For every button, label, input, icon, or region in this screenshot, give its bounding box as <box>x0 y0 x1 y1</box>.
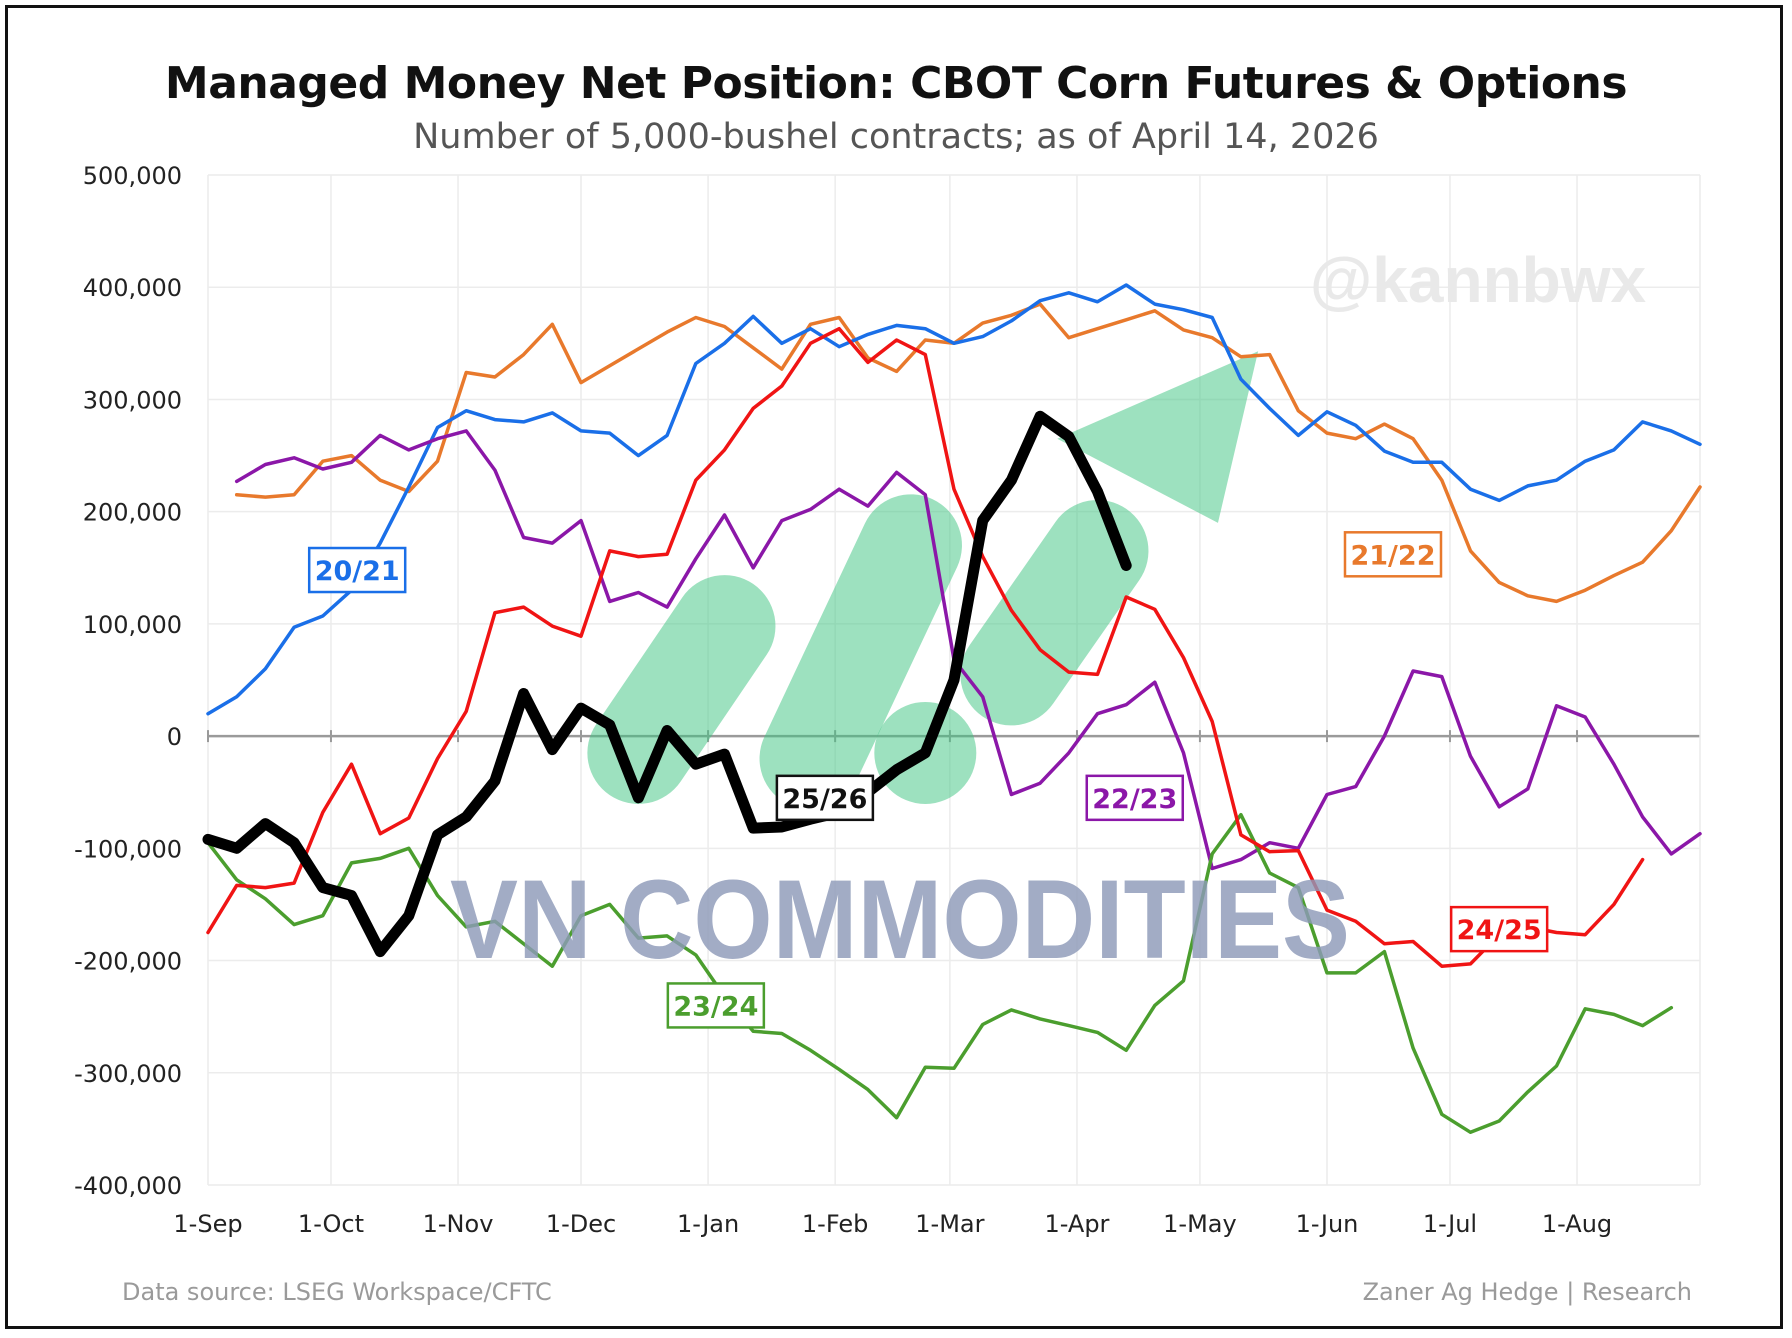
arrow-head <box>1057 351 1259 523</box>
x-tick-label: 1-Nov <box>423 1210 494 1238</box>
arrow-stroke <box>587 575 776 804</box>
y-tick-label: -200,000 <box>74 948 182 976</box>
series-label-box <box>307 546 407 594</box>
y-tick-label: 300,000 <box>83 386 182 414</box>
x-tick-label: 1-Aug <box>1542 1210 1612 1238</box>
series-label-box <box>775 774 875 822</box>
series-label-box <box>1449 905 1549 953</box>
x-tick-label: 1-Feb <box>802 1210 868 1238</box>
x-tick-label: 1-Jan <box>677 1210 739 1238</box>
series-label-23-24: 23/24 <box>673 991 758 1022</box>
series-lines <box>202 283 1702 1135</box>
series-label-box <box>1343 531 1443 578</box>
y-tick-label: 0 <box>167 723 182 751</box>
watermark-logo: VN COMMODITIES <box>450 857 1350 982</box>
series-line-23-24 <box>206 812 1674 1135</box>
y-tick-label: 200,000 <box>83 499 182 527</box>
x-tick-label: 1-Mar <box>915 1210 984 1238</box>
arrow-stroke <box>960 499 1149 726</box>
data-source-note: Data source: LSEG Workspace/CFTC <box>122 1278 552 1306</box>
series-labels: 20/21 21/22 22/23 23/24 24/25 25/26 <box>307 531 1549 1029</box>
arrow-stroke <box>759 494 962 810</box>
series-line-25-26 <box>202 410 1132 958</box>
series-label-20-21: 20/21 <box>315 556 400 587</box>
x-tick-label: 1-May <box>1163 1210 1237 1238</box>
watermark-handle: @kannbwx <box>1310 244 1647 316</box>
x-tick-label: 1-Jun <box>1296 1210 1359 1238</box>
chart-subtitle: Number of 5,000-bushel contracts; as of … <box>413 117 1379 157</box>
y-tick-label: -100,000 <box>74 835 182 863</box>
series-label-24-25: 24/25 <box>1457 915 1542 946</box>
series-line-24-25 <box>206 326 1645 968</box>
x-tick-label: 1-Dec <box>546 1210 616 1238</box>
series-line-21-22 <box>234 302 1702 604</box>
y-tick-label: 400,000 <box>83 274 182 302</box>
x-axis: 1-Sep 1-Oct 1-Nov 1-Dec 1-Jan 1-Feb 1-Mar 1-Apr… <box>173 1210 1612 1238</box>
series-label-21-22: 21/22 <box>1350 540 1435 571</box>
series-line-22-23 <box>234 429 1702 871</box>
series-line-20-21 <box>206 283 1702 716</box>
y-tick-label: -300,000 <box>74 1060 182 1088</box>
y-tick-label: -400,000 <box>74 1172 182 1200</box>
series-label-22-23: 22/23 <box>1092 784 1177 815</box>
x-tick-label: 1-Apr <box>1045 1210 1110 1238</box>
y-tick-label: 500,000 <box>83 162 182 190</box>
x-tick-label: 1-Jul <box>1423 1210 1477 1238</box>
series-label-box <box>1085 774 1185 822</box>
x-tick-label: 1-Oct <box>298 1210 364 1238</box>
credit-note: Zaner Ag Hedge | Research <box>1362 1278 1692 1306</box>
x-tick-label: 1-Sep <box>173 1210 242 1238</box>
series-label-25-26: 25/26 <box>782 784 867 815</box>
series-label-box <box>666 982 766 1029</box>
chart-title: Managed Money Net Position: CBOT Corn Fu… <box>164 58 1628 109</box>
y-tick-label: 100,000 <box>83 611 182 639</box>
y-axis: 500,000 400,000 300,000 200,000 100,000 0 -100… <box>74 162 182 1200</box>
